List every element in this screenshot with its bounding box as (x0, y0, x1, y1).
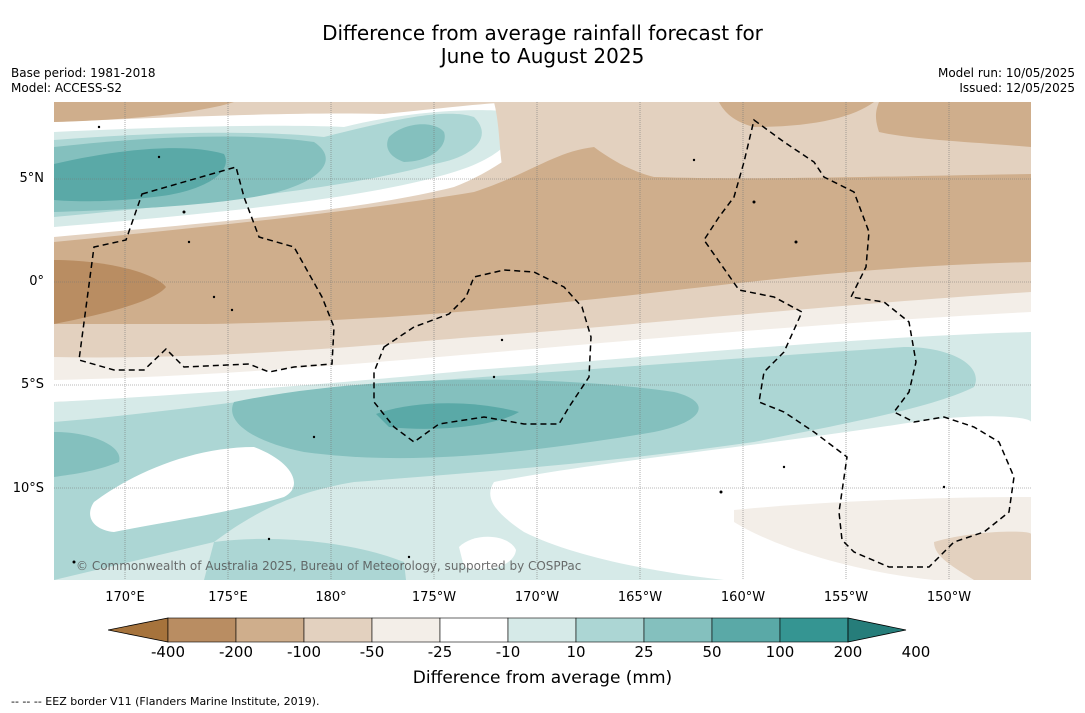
island-dot (500, 338, 504, 342)
colorbar-tick-label: -50 (359, 643, 385, 661)
island-dot (782, 465, 786, 469)
island-dot (187, 240, 191, 244)
lon-label-175e: 175°E (208, 590, 248, 605)
colorbar-tick-label: -10 (495, 643, 521, 661)
top-left-brown-strip (54, 102, 234, 122)
island-dot (407, 555, 411, 559)
meta-left: Base period: 1981-2018 Model: ACCESS-S2 (11, 66, 156, 96)
equatorial-brown-band (54, 147, 1031, 324)
colorbar-tick-label: 400 (901, 643, 931, 661)
lon-label-165w: 165°W (617, 590, 663, 605)
colorbar-tick-label: -25 (427, 643, 453, 661)
island-dot (719, 490, 723, 494)
eez-border-kiribati-line (703, 118, 1015, 568)
meta-right: Model run: 10/05/2025 Issued: 12/05/2025 (938, 66, 1075, 96)
colorbar-extend-high (847, 617, 907, 643)
lon-label-170w: 170°W (514, 590, 560, 605)
island-dot (794, 240, 798, 244)
lat-label-5n: 5°N (19, 171, 45, 186)
island-dot (942, 485, 946, 489)
colorbar-segment (303, 617, 373, 643)
island-dot (97, 125, 101, 129)
south-west-white-patch (90, 447, 294, 532)
colorbar-tick-label: -100 (286, 643, 322, 661)
colorbar-tick-label: -200 (218, 643, 254, 661)
eez-borders (78, 118, 1015, 568)
island-dot (492, 375, 496, 379)
lat-label-10s: 10°S (12, 481, 44, 496)
colorbar-segments (108, 617, 907, 643)
colorbar-title: Difference from average (mm) (412, 668, 673, 688)
lon-label-170e: 170°E (105, 590, 145, 605)
base-period: Base period: 1981-2018 (11, 66, 156, 80)
colorbar-tick-label: -400 (150, 643, 186, 661)
colorbar-segment (167, 617, 237, 643)
island-markers (72, 125, 946, 564)
south-bottom-teal (204, 538, 406, 580)
map-svg (54, 102, 1031, 580)
island-dot (212, 295, 216, 299)
colorbar-tick-label: 200 (833, 643, 863, 661)
island-dot (752, 200, 756, 204)
south-transition-white (54, 312, 1031, 402)
colorbar-segment (371, 617, 441, 643)
map-title: Difference from average rainfall forecas… (0, 22, 1085, 68)
island-dot (182, 210, 186, 214)
colorbar-segment (439, 617, 509, 643)
west-teal-patch (54, 432, 120, 477)
title-line-1: Difference from average rainfall forecas… (322, 21, 763, 45)
colorbar-tick-label: 50 (702, 643, 722, 661)
colorbar-segment (235, 617, 305, 643)
island-dot (267, 537, 271, 541)
west-deep-brown (54, 260, 166, 324)
lon-label-150w: 150°W (926, 590, 972, 605)
eez-footnote: -- -- -- EEZ border V11 (Flanders Marine… (11, 695, 320, 708)
colorbar (108, 617, 907, 643)
issued-date: Issued: 12/05/2025 (959, 81, 1075, 95)
lon-label-180: 180° (315, 590, 347, 605)
model-name: Model: ACCESS-S2 (11, 81, 123, 95)
copyright-credit: © Commonwealth of Australia 2025, Bureau… (76, 559, 582, 573)
colorbar-segment (779, 617, 849, 643)
island-dot (692, 158, 696, 162)
colorbar-tick-label: 10 (566, 643, 586, 661)
top-right-brown-patch-2 (875, 102, 1031, 147)
top-right-brown-patch (719, 102, 874, 127)
lon-label-160w: 160°W (720, 590, 766, 605)
colorbar-segment (711, 617, 781, 643)
model-run: Model run: 10/05/2025 (937, 66, 1075, 80)
island-dot (312, 435, 316, 439)
graticule (54, 102, 1031, 580)
south-teal-core (376, 403, 519, 429)
island-dot (230, 308, 234, 312)
north-teal-band-core (54, 148, 226, 202)
colorbar-tick-label: 25 (634, 643, 654, 661)
lat-label-0: 0° (29, 274, 44, 289)
island-dot (72, 560, 76, 564)
lon-label-175w: 175°W (411, 590, 457, 605)
south-east-tan (934, 531, 1031, 580)
eez-border-kiribati-gilbert (78, 166, 335, 373)
colorbar-segment (643, 617, 713, 643)
colorbar-tick-label: 100 (765, 643, 795, 661)
lon-label-155w: 155°W (823, 590, 869, 605)
lat-label-5s: 5°S (20, 377, 44, 392)
island-dot (157, 155, 161, 159)
colorbar-segment (575, 617, 645, 643)
south-transition-light-tan (54, 292, 1031, 392)
north-teal-patch (387, 124, 445, 162)
rainfall-anomaly-map (54, 102, 1031, 580)
colorbar-segment (507, 617, 577, 643)
colorbar-extend-low (108, 617, 169, 643)
south-small-white-patch (459, 536, 516, 570)
title-line-2: June to August 2025 (440, 44, 645, 68)
eez-border-tuvalu (373, 269, 592, 443)
